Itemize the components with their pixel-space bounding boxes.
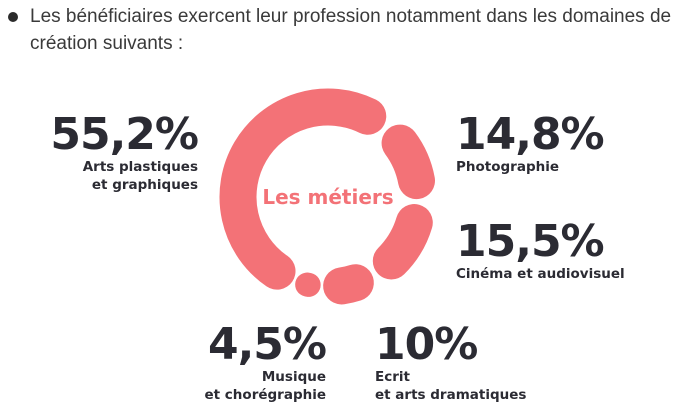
caption-line: Cinéma et audiovisuel <box>456 266 625 282</box>
pct-cinema: 15,5% <box>456 216 605 267</box>
intro-text: Les bénéficiaires exercent leur professi… <box>30 6 672 54</box>
caption-line: Photographie <box>456 159 559 175</box>
donut-segment-cinema <box>372 204 433 280</box>
caption-line: et graphiques <box>91 177 198 193</box>
label-cinema: 15,5% Cinéma et audiovisuel <box>456 219 625 283</box>
caption-line: Musique <box>261 369 326 385</box>
caption-line: et chorégraphie <box>204 387 327 403</box>
pct-photographie: 14,8% <box>456 109 605 160</box>
label-photographie: 14,8% Photographie <box>456 109 605 176</box>
intro-text-block: Les bénéficiaires exercent leur professi… <box>8 3 698 57</box>
label-musique: 4,5% Musique et chorégraphie <box>205 322 327 404</box>
pct-musique: 4,5% <box>207 319 327 370</box>
bullet-icon <box>8 12 18 22</box>
caption-line: Arts plastiques <box>82 159 198 175</box>
donut-segment-arts-plastiques <box>219 88 387 290</box>
label-arts-plastiques: 55,2% Arts plastiques et graphiques <box>50 109 199 194</box>
donut-segment-photographie <box>381 124 435 200</box>
label-ecrit: 10% Ecrit et arts dramatiques <box>375 322 526 404</box>
pct-ecrit: 10% <box>375 319 478 370</box>
pct-arts-plastiques: 55,2% <box>50 109 199 160</box>
donut-segment-ecrit <box>323 264 374 305</box>
caption-line: et arts dramatiques <box>375 387 527 403</box>
caption-line: Ecrit <box>375 369 410 385</box>
center-label: Les métiers <box>262 185 393 209</box>
